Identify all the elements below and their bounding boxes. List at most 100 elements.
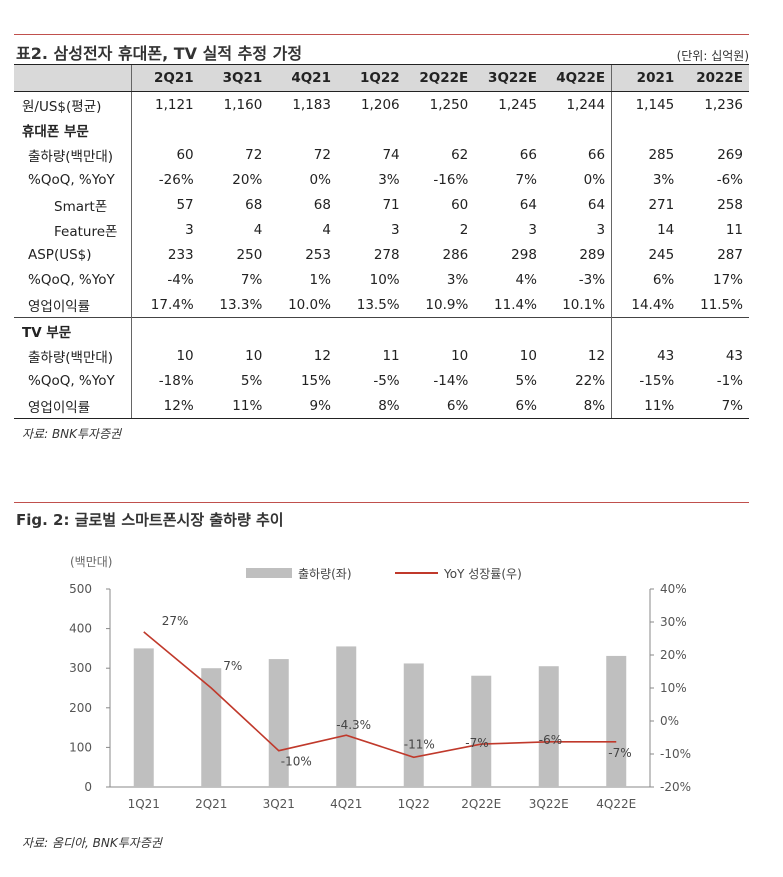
table-row: 영업이익률 17.4% 13.3% 10.0% 13.5% 10.9% 11.4% 10.1%… [14,292,749,318]
table-row: ASP(US$) 233 250 253 278 286 298 289 245 287 [14,242,749,267]
table-cell: 285 [611,142,681,167]
table-cell: 10 [245,347,263,364]
yoy-growth-line [143,631,617,759]
table-cell: 11.5% [700,296,743,313]
header-cell: 4Q21 [268,64,337,92]
table-cell: 20% [232,171,263,188]
table-cell: 13.3% [219,296,263,313]
table-cell [130,317,200,343]
table-cell: 8% [336,393,406,419]
table-cell: 11% [199,393,269,419]
header-cell: 3Q22E [474,64,543,92]
table-cell: 3 [596,221,606,238]
table-cell: -26% [130,167,200,192]
top-rule [14,34,749,35]
table-cell [542,317,612,343]
shipment-bar [606,655,627,787]
row-label: Feature폰 [54,223,118,240]
table-cell: 1,244 [566,96,606,113]
yoy-data-label: -11% [404,737,435,751]
left-tick-label: 400 [69,622,92,636]
table-cell: 6% [611,267,681,292]
table-cell: 14 [611,217,681,242]
table-row: 출하량(백만대) 10 10 12 11 10 10 12 43 43 [14,343,749,368]
left-tick-label: 200 [69,701,92,715]
table-cell: 68 [313,196,331,213]
table-cell: 298 [511,246,537,263]
table-cell: -14% [433,372,469,389]
table-cell: -16% [433,171,469,188]
right-tick-label: 40% [660,582,687,596]
table-cell: 1,236 [704,96,743,113]
legend-bar-swatch [246,568,292,578]
table-cell [543,117,612,142]
row-label: ASP(US$) [28,246,92,263]
table-cell: -1% [716,372,743,389]
table-cell: 74 [382,146,400,163]
left-tick-label: 100 [69,740,92,754]
table-cell [474,117,543,142]
header-cell: 3Q21 [199,64,269,92]
table-cell: 1,250 [429,96,469,113]
shipment-bar [336,646,357,787]
figure-source: 자료: 옴디아, BNK투자증권 [22,836,162,850]
legend-bar-label: 출하량(좌) [298,567,352,581]
row-label: 휴대폰 부문 [22,123,89,140]
table-cell: 3% [378,171,400,188]
table-cell [611,317,681,343]
table-cell: 245 [611,242,681,267]
row-label: TV 부문 [14,317,131,343]
table-cell [200,117,269,142]
table-cell: 3% [446,271,469,288]
table-cell: 10.1% [562,296,606,313]
table-cell: 1,121 [130,91,200,117]
header-cell: 2Q21 [130,64,200,92]
table-cell [611,117,681,142]
table-cell: 5% [240,372,263,389]
x-tick-label: 2Q21 [195,797,227,811]
row-label: %QoQ, %YoY [28,171,115,188]
x-tick-label: 4Q21 [330,797,362,811]
table-unit: (단위: 십억원) [676,49,749,63]
header-cell: 2022E [680,64,749,92]
x-tick-label: 3Q21 [263,797,295,811]
table-cell: 71 [382,196,400,213]
left-tick-label: 500 [69,582,92,596]
table-row: %QoQ, %YoY -18% 5% 15% -5% -14% 5% 22% -15% -1% [14,368,749,393]
table-row: 영업이익률 12% 11% 9% 8% 6% 6% 8% 11% 7% [14,393,749,419]
yoy-data-label: -10% [281,755,312,769]
table-cell: 3 [130,217,200,242]
table-cell: 1,245 [498,96,537,113]
yoy-data-label: 7% [223,659,242,673]
table-cell [130,117,200,142]
table-cell: 253 [305,246,331,263]
table-cell: 287 [717,246,743,263]
yoy-data-label: -4.3% [336,718,371,732]
table-cell: 10 [451,347,469,364]
table-cell: 64 [519,196,537,213]
table-cell: 11.4% [494,296,537,313]
table-cell: 10.0% [288,296,331,313]
table-cell: 12 [313,347,331,364]
right-tick-label: 30% [660,615,687,629]
table-cell: 6% [405,393,475,419]
table-cell [336,317,406,343]
table-cell [199,317,269,343]
table-row: Feature폰 3 4 4 3 2 3 3 14 11 [14,217,749,242]
x-tick-label: 1Q22 [398,797,430,811]
table-cell: 9% [268,393,337,419]
table-cell: -5% [373,372,400,389]
table-cell [268,117,337,142]
table-cell: 1% [309,271,331,288]
y-axis-unit: (백만대) [70,555,112,569]
shipment-bar [201,668,222,787]
table-cell: 62 [451,146,469,163]
table-cell: 72 [245,146,263,163]
table-cell: 3 [528,221,537,238]
table-cell: -15% [611,368,681,393]
table-cell: -3% [578,271,606,288]
table-cell: 14.4% [611,292,681,318]
table-cell: 6% [474,393,543,419]
table-cell: 2 [459,221,469,238]
table-row: 원/US$(평균) 1,121 1,160 1,183 1,206 1,250 1,245 1… [14,91,749,117]
